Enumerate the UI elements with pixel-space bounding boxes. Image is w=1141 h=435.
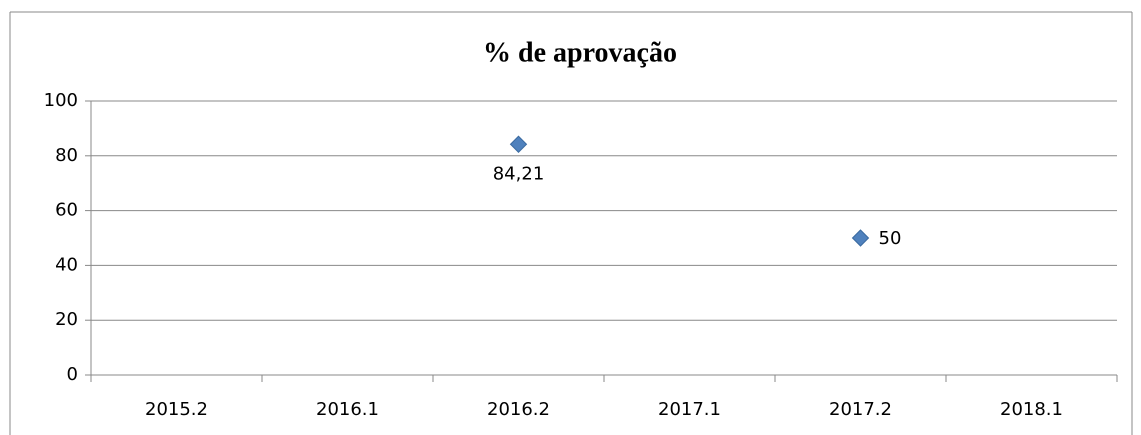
x-tick-label: 2018.1 — [1000, 399, 1063, 420]
y-tick-label: 80 — [55, 145, 78, 166]
x-tick-label: 2016.1 — [316, 399, 379, 420]
x-tick-label: 2017.2 — [829, 399, 892, 420]
data-label: 50 — [879, 228, 902, 249]
marker — [509, 135, 528, 153]
data-label: 84,21 — [493, 163, 545, 184]
marker — [851, 229, 870, 247]
y-tick-label: 60 — [55, 200, 78, 221]
y-tick-label: 40 — [55, 254, 78, 275]
y-tick-label: 100 — [44, 90, 78, 111]
chart-title: % de aprovação — [483, 37, 677, 68]
y-tick-label: 20 — [55, 309, 78, 330]
x-tick-label: 2016.2 — [487, 399, 550, 420]
y-tick-label: 0 — [67, 364, 78, 385]
x-tick-label: 2017.1 — [658, 399, 721, 420]
x-tick-label: 2015.2 — [145, 399, 208, 420]
